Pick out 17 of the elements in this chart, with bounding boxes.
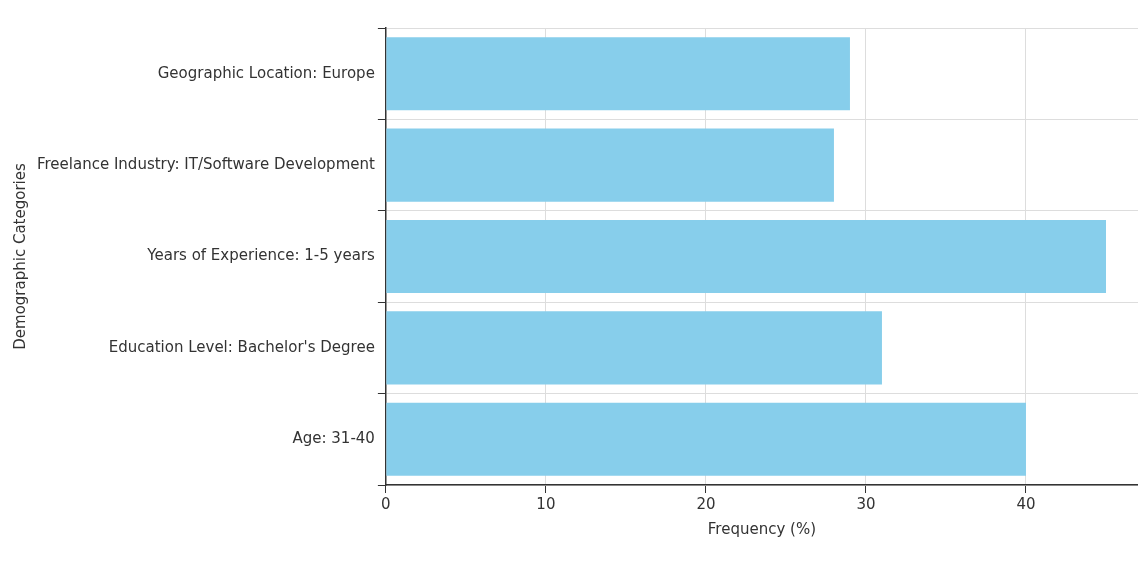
bar bbox=[386, 128, 834, 202]
bar bbox=[386, 219, 1106, 294]
x-tick-label: 20 bbox=[696, 494, 716, 513]
x-axis-title: Frequency (%) bbox=[707, 519, 817, 538]
bar bbox=[386, 311, 882, 385]
x-tick-label: 40 bbox=[1016, 494, 1036, 513]
x-tick-label: 30 bbox=[856, 494, 876, 513]
y-tick-label: Age: 31-40 bbox=[292, 429, 375, 448]
y-tick-label: Geographic Location: Europe bbox=[157, 63, 375, 82]
y-axis-title: Demographic Categories bbox=[10, 163, 29, 350]
bar bbox=[386, 402, 1026, 476]
x-tick-label: 10 bbox=[536, 494, 556, 513]
x-tick-label: 0 bbox=[381, 494, 391, 513]
bar bbox=[386, 37, 850, 111]
y-tick-label: Education Level: Bachelor's Degree bbox=[108, 337, 375, 356]
y-tick-label: Freelance Industry: IT/Software Development bbox=[36, 154, 375, 173]
y-tick-label: Years of Experience: 1-5 years bbox=[146, 246, 376, 265]
